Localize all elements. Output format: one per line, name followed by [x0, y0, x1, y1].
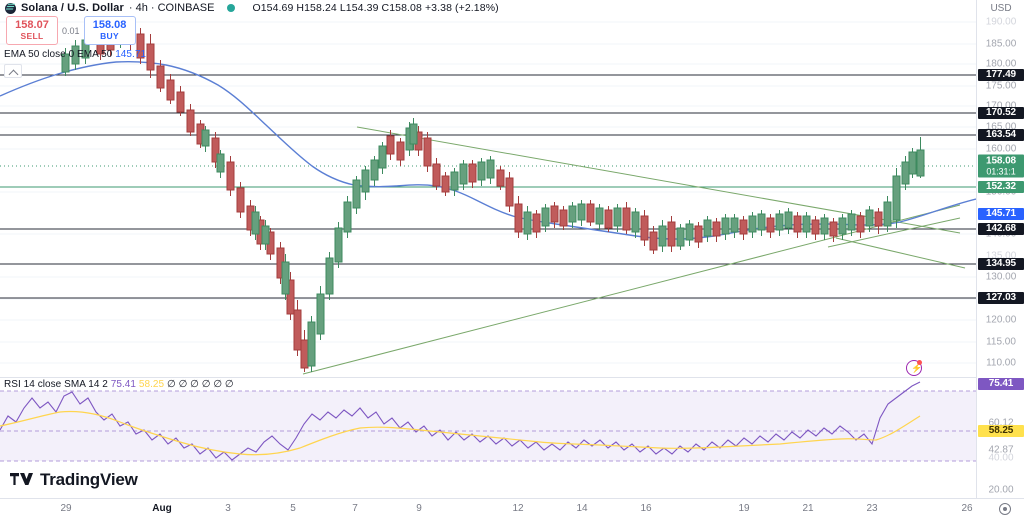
price-scale[interactable]: USD 190.00 185.00 180.00 175.00 170.00 165.00…	[976, 0, 1024, 517]
level-170-52[interactable]: 170.52	[978, 107, 1024, 119]
price-tick-20-00: 20.00	[988, 484, 1014, 496]
spread-value: 0.01	[62, 25, 80, 36]
time-tick-14: 14	[576, 503, 588, 514]
price-tick-135-00: 135.00	[985, 250, 1017, 262]
time-tick-19: 19	[738, 503, 750, 514]
main-pane-legend[interactable]: EMA 50 close 0 EMA 50 145.71	[4, 49, 146, 60]
symbol-title[interactable]: Solana / U.S. Dollar	[21, 2, 124, 14]
time-tick-3: 3	[225, 503, 231, 514]
rsi-legend-nulls: ∅ ∅ ∅ ∅ ∅ ∅	[166, 379, 234, 390]
price-tick-110-00: 110.00	[986, 357, 1016, 369]
grid-lines	[0, 21, 976, 364]
data-source-status-dot	[227, 4, 236, 12]
price-tick-165-00: 165.00	[985, 121, 1017, 133]
rsi-legend-label: RSI 14 close SMA 14 2	[4, 379, 108, 390]
current-price-value: 158.08	[986, 155, 1016, 166]
buy-button[interactable]: 158.08 BUY	[83, 16, 136, 46]
buy-price: 158.08	[92, 19, 127, 31]
level-163-54[interactable]: 163.54	[978, 129, 1024, 141]
solana-logo-icon	[5, 2, 16, 14]
trend-lines	[302, 126, 966, 375]
sell-price: 158.07	[15, 19, 49, 31]
tradingview-watermark-text: TradingView	[40, 470, 138, 489]
ema-value[interactable]: 145.71	[978, 208, 1024, 220]
sell-label: SELL	[20, 30, 44, 41]
level-177-49[interactable]: 177.49	[978, 69, 1024, 81]
rsi-value-badge[interactable]: 75.41	[978, 378, 1024, 390]
main-price-pane[interactable]: EMA 50 close 0 EMA 50 145.71	[0, 0, 976, 377]
lightning-bolt-glyph: ⚡	[911, 362, 923, 373]
time-tick-16: 16	[640, 503, 652, 514]
time-tick-29: 29	[60, 503, 72, 514]
level-142-68[interactable]: 142.68	[978, 223, 1024, 235]
gear-icon[interactable]	[999, 503, 1011, 515]
rsi-pane[interactable]: RSI 14 close SMA 14 2 75.41 58.25 ∅ ∅ ∅ …	[0, 378, 976, 498]
level-134-95[interactable]: 134.95	[978, 258, 1024, 270]
time-tick-23: 23	[866, 503, 878, 514]
bar-countdown: 01:31:1	[986, 166, 1016, 177]
price-tick-40-00: 40.00	[988, 452, 1014, 464]
time-tick-12: 12	[512, 503, 524, 514]
time-tick-26: 26	[961, 503, 973, 514]
price-tick-180-00: 180.00	[985, 58, 1017, 70]
time-scale[interactable]: 29 Aug 3 5 7 9 12 14 16 19 21 23 26	[0, 498, 1024, 517]
time-tick-5: 5	[290, 503, 296, 514]
chart-header: Solana / U.S. Dollar · 4h · COINBASE O15…	[0, 0, 1024, 16]
time-tick-Aug: Aug	[152, 503, 172, 514]
ohlc-values: O154.69 H158.24 L154.39 C158.08 +3.38 (+…	[252, 2, 499, 14]
rsi-sma-badge[interactable]: 58.25	[978, 425, 1024, 437]
price-tick-120-00: 120.00	[985, 314, 1017, 326]
rsi-14-line	[0, 381, 921, 461]
rsi-legend-value: 75.41	[110, 379, 137, 390]
price-tick-190-00: 190.00	[985, 16, 1017, 28]
rsi-sma-14-line	[0, 410, 921, 456]
ema-legend-label: EMA 50 close 0 EMA 50	[4, 49, 113, 60]
order-buttons: 158.07 SELL 0.01 158.08 BUY	[6, 16, 136, 46]
level-127-03[interactable]: 127.03	[978, 292, 1024, 304]
rsi-band-fill	[0, 391, 976, 461]
tradingview-watermark: TradingView	[10, 470, 138, 490]
collapse-pane-button[interactable]	[4, 64, 22, 78]
symbol-subtitle[interactable]: · 4h · COINBASE	[128, 2, 215, 14]
time-tick-7: 7	[352, 503, 358, 514]
rsi-chart-svg	[0, 381, 976, 462]
price-tick-175-00: 175.00	[985, 80, 1017, 92]
price-tick-60-12: 60.12	[988, 417, 1014, 429]
buy-label: BUY	[100, 30, 119, 41]
tradingview-logo-icon	[10, 472, 33, 485]
price-tick-115-00: 115.00	[986, 336, 1016, 348]
current-price-badge[interactable]: 158.08 01:31:1	[978, 154, 1024, 178]
lightning-alert-icon[interactable]: ⚡	[906, 360, 922, 376]
price-tick-160-00: 160.00	[985, 143, 1017, 155]
time-tick-21: 21	[802, 503, 814, 514]
candlesticks	[61, 18, 925, 372]
price-tick-170-00: 170.00	[985, 100, 1017, 112]
price-tick-130-00: 130.00	[985, 271, 1017, 283]
price-chart-svg	[0, 18, 976, 375]
time-tick-9: 9	[416, 503, 422, 514]
level-152-32[interactable]: 152.32	[978, 181, 1024, 193]
rsi-pane-legend[interactable]: RSI 14 close SMA 14 2 75.41 58.25 ∅ ∅ ∅ …	[4, 379, 234, 390]
price-tick-185-00: 185.00	[985, 38, 1017, 50]
sell-button[interactable]: 158.07 SELL	[6, 16, 58, 46]
price-scale-currency: USD	[990, 3, 1012, 14]
horizontal-level-lines	[0, 74, 976, 299]
pane-separator[interactable]	[0, 377, 976, 378]
rsi-sma-legend-value: 58.25	[138, 379, 165, 390]
ema-legend-value: 145.71	[115, 49, 147, 60]
price-tick-42-87: 42.87	[988, 444, 1014, 456]
alert-notification-dot	[917, 360, 922, 365]
